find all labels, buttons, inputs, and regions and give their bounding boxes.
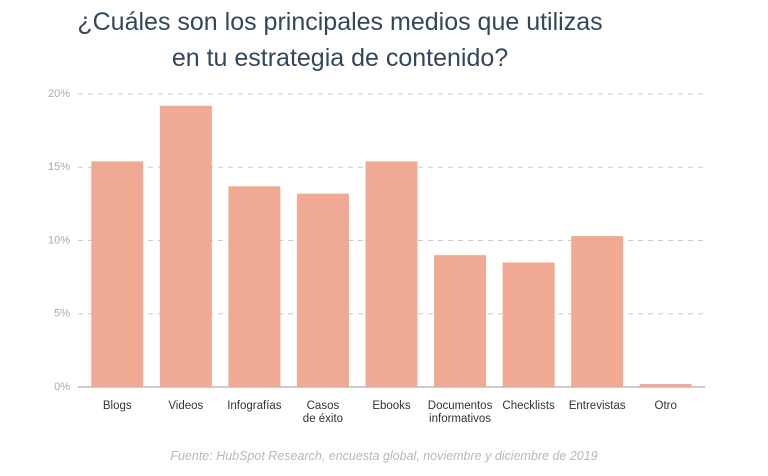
y-tick-label: 15% [48,161,70,173]
bar [639,384,692,387]
x-tick-label: Ebooks [372,400,411,412]
bar [365,161,418,387]
bar [296,193,349,387]
x-tick-label: Blogs [102,400,132,412]
x-tick-label: Checklists [502,400,555,412]
bar [228,186,281,387]
bar [434,255,487,387]
y-tick-label: 20% [48,88,70,100]
x-tick-label: Otro [654,400,677,412]
x-tick-label: Casos de éxito [302,400,344,425]
chart-title: ¿Cuáles son los principales medios que u… [77,8,603,72]
bar [159,105,212,387]
y-tick-label: 5% [54,308,70,320]
bar [571,236,624,387]
x-tick-label: Infografías [227,400,282,412]
bar [502,262,555,387]
x-tick-label: Entrevistas [568,400,626,412]
y-tick-label: 10% [48,234,70,246]
x-tick-label: Documentos informativos [427,400,493,425]
x-tick-label: Videos [168,400,204,412]
y-tick-label: 0% [54,381,70,393]
bar [91,161,144,387]
source-note: Fuente: HubSpot Research, encuesta globa… [170,449,598,463]
